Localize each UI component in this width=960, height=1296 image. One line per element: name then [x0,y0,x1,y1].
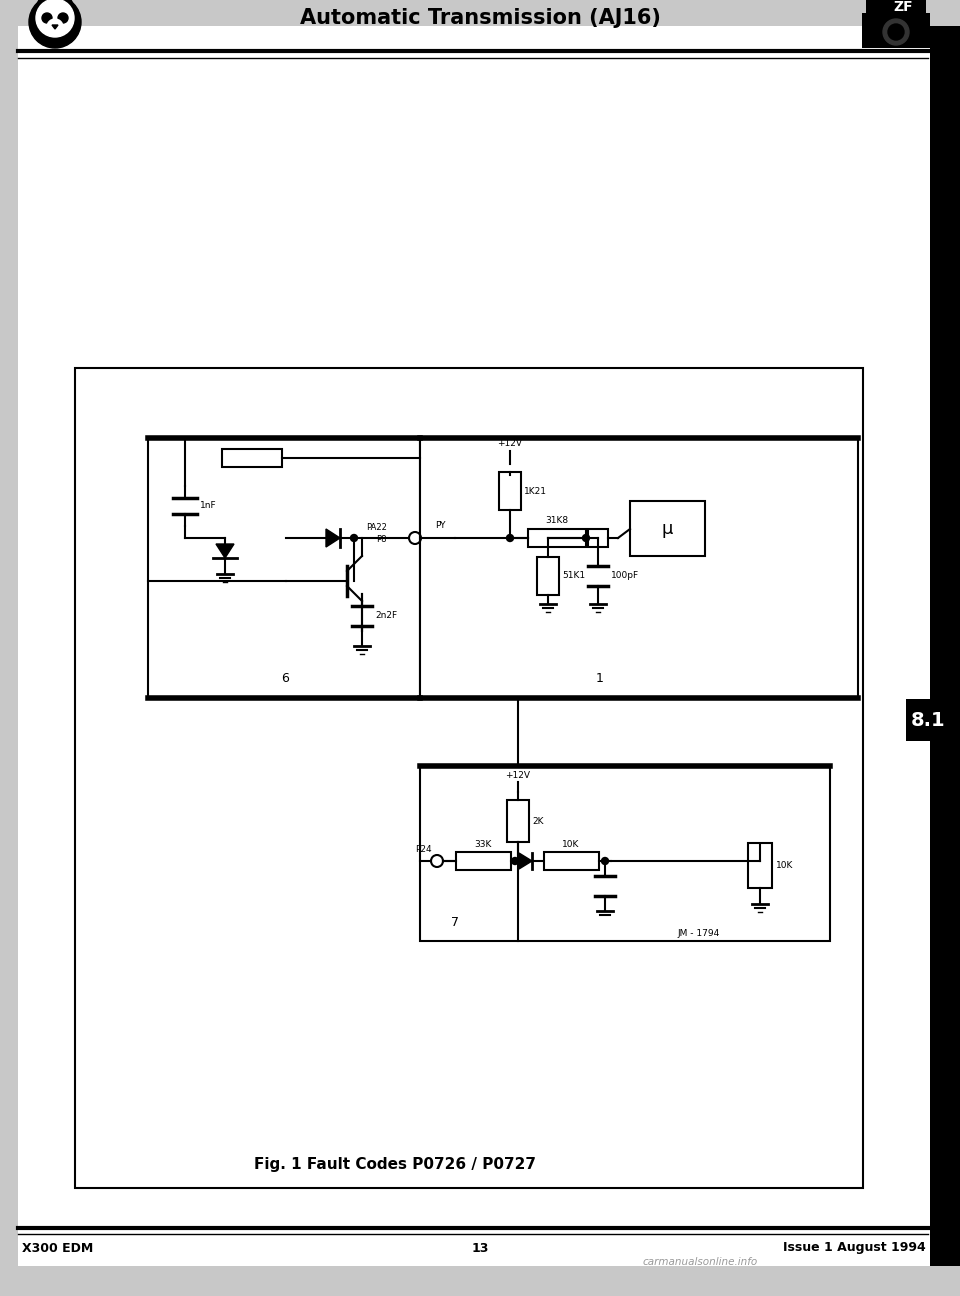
Text: 6: 6 [281,671,289,684]
Text: 13: 13 [471,1242,489,1255]
Bar [930,26,960,1266]
Bar [75,368,863,1188]
Polygon shape [216,544,234,559]
Text: carmanualsonline.info: carmanualsonline.info [642,1257,757,1267]
Bar [528,529,586,547]
Text: 2n2F: 2n2F [375,612,397,621]
Text: 33K: 33K [474,840,492,849]
Bar [866,0,926,45]
Circle shape [47,19,63,35]
Bar [630,502,705,556]
Text: JM - 1794: JM - 1794 [678,928,720,937]
Bar [420,438,858,699]
Polygon shape [37,0,50,4]
Text: ZF: ZF [893,0,913,14]
Text: 1K21: 1K21 [524,486,547,495]
Text: 1nF: 1nF [200,502,217,511]
Bar [588,529,608,547]
Bar [906,699,950,741]
Text: X300 EDM: X300 EDM [22,1242,93,1255]
Circle shape [507,534,514,542]
Text: 10K: 10K [776,862,793,871]
Bar [507,800,529,842]
Bar [862,13,930,48]
Text: 2K: 2K [532,816,543,826]
Text: P24: P24 [416,845,432,854]
Text: 51K1: 51K1 [562,572,586,581]
Bar [537,557,559,595]
Circle shape [36,0,74,38]
Bar [420,766,830,941]
Text: 8.1: 8.1 [911,710,946,730]
Circle shape [512,858,518,864]
Text: μ: μ [661,520,673,538]
Circle shape [583,534,589,542]
Circle shape [42,13,52,23]
Text: Issue 1 August 1994: Issue 1 August 1994 [783,1242,926,1255]
Text: P8: P8 [376,535,387,544]
Text: 1: 1 [596,671,604,684]
Text: Automatic Transmission (AJ16): Automatic Transmission (AJ16) [300,8,660,29]
Circle shape [888,25,904,40]
Bar [499,472,521,511]
Bar [456,851,511,870]
Text: 31K8: 31K8 [545,516,568,525]
Circle shape [602,858,609,864]
Circle shape [350,534,357,542]
Text: Fig. 1 Fault Codes P0726 / P0727: Fig. 1 Fault Codes P0726 / P0727 [254,1156,536,1172]
Polygon shape [326,529,340,547]
Circle shape [29,0,81,48]
Text: +12V: +12V [506,771,531,780]
Bar [544,851,599,870]
Text: PY: PY [435,521,445,530]
Text: PA22: PA22 [366,524,387,533]
Text: 100pF: 100pF [611,572,639,581]
Bar [148,438,420,699]
Bar [222,448,282,467]
Circle shape [58,13,68,23]
Polygon shape [519,853,532,870]
Polygon shape [52,25,58,29]
Circle shape [883,19,909,45]
Text: +12V: +12V [497,439,522,448]
Bar [748,842,772,888]
Polygon shape [60,0,73,4]
Text: 7: 7 [451,916,459,929]
Text: 10K: 10K [563,840,580,849]
